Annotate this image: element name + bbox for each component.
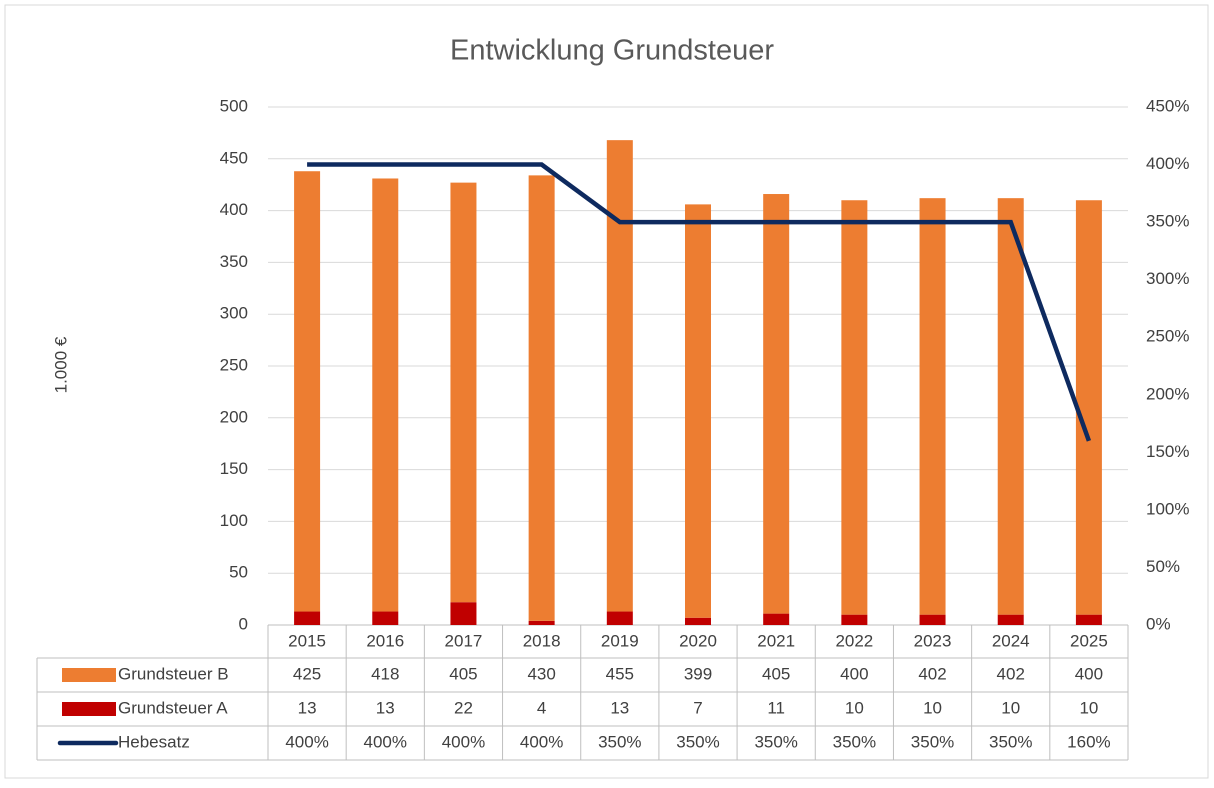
y-tick-label: 50 <box>229 563 248 582</box>
bar <box>841 614 868 625</box>
y-tick-label: 350 <box>220 252 248 271</box>
bar <box>685 204 711 618</box>
y-tick-label: 450 <box>220 148 248 167</box>
x-tick-label: 2022 <box>835 631 873 650</box>
table-value: 455 <box>606 664 634 683</box>
bar <box>606 140 633 612</box>
x-tick-label: 2015 <box>288 631 326 650</box>
table-value: 400 <box>840 664 868 683</box>
table-value: 402 <box>997 664 1025 683</box>
bar <box>1075 614 1102 625</box>
legend-label: Hebesatz <box>118 732 190 751</box>
y-tick-label: 250 <box>220 355 248 374</box>
table-value: 399 <box>684 664 712 683</box>
table-value: 402 <box>918 664 946 683</box>
bar <box>294 171 321 612</box>
bar <box>372 611 399 625</box>
x-tick-label: 2020 <box>679 631 717 650</box>
table-value: 22 <box>454 698 473 717</box>
y2-tick-label: 350% <box>1146 212 1189 231</box>
table-value: 13 <box>298 698 317 717</box>
table-value: 430 <box>527 664 555 683</box>
table-value: 350% <box>989 732 1032 751</box>
table-value: 4 <box>537 698 546 717</box>
bar <box>997 198 1024 615</box>
table-value: 400% <box>520 732 563 751</box>
table-value: 405 <box>762 664 790 683</box>
x-tick-label: 2016 <box>366 631 404 650</box>
y2-tick-label: 300% <box>1146 269 1189 288</box>
y-tick-label: 400 <box>220 200 248 219</box>
y2-tick-label: 50% <box>1146 557 1180 576</box>
table-value: 350% <box>911 732 954 751</box>
chart-title: Entwicklung Grundsteuer <box>450 35 774 67</box>
bar <box>450 182 477 603</box>
table-value: 405 <box>449 664 477 683</box>
y-tick-label: 100 <box>220 511 248 530</box>
table-value: 425 <box>293 664 321 683</box>
bar <box>685 617 711 625</box>
legend-key <box>62 702 116 716</box>
table-value: 10 <box>923 698 942 717</box>
y2-tick-label: 450% <box>1146 96 1189 115</box>
table-value: 13 <box>376 698 395 717</box>
table-value: 11 <box>767 698 785 717</box>
line-series <box>307 162 1092 442</box>
bar <box>528 620 555 625</box>
table-value: 7 <box>693 698 702 717</box>
bar <box>763 613 790 625</box>
x-tick-label: 2017 <box>445 631 483 650</box>
bar <box>919 614 946 625</box>
table-value: 400% <box>364 732 407 751</box>
x-tick-label: 2021 <box>757 631 795 650</box>
table-value: 350% <box>598 732 641 751</box>
x-tick-label: 2023 <box>914 631 952 650</box>
table-value: 350% <box>676 732 719 751</box>
table-value: 400% <box>285 732 328 751</box>
legend-label: Grundsteuer B <box>118 664 229 683</box>
bar <box>372 178 399 612</box>
y-axis-label: 1.000 € <box>51 336 70 393</box>
y2-tick-label: 0% <box>1146 614 1171 633</box>
x-tick-label: 2025 <box>1070 631 1108 650</box>
y2-tick-label: 100% <box>1146 499 1189 518</box>
table-value: 13 <box>610 698 629 717</box>
bar <box>763 194 790 614</box>
x-tick-label: 2018 <box>523 631 561 650</box>
y2-tick-label: 400% <box>1146 154 1189 173</box>
x-tick-label: 2024 <box>992 631 1030 650</box>
y-tick-label: 0 <box>239 614 248 633</box>
y2-tick-label: 150% <box>1146 442 1189 461</box>
table-value: 400 <box>1075 664 1103 683</box>
y-tick-label: 200 <box>220 407 248 426</box>
table-value: 160% <box>1067 732 1110 751</box>
table-value: 350% <box>833 732 876 751</box>
bar <box>528 175 555 621</box>
y2-tick-label: 250% <box>1146 327 1189 346</box>
table-value: 10 <box>845 698 864 717</box>
table-value: 10 <box>1079 698 1098 717</box>
bar <box>606 611 633 625</box>
bar <box>1075 200 1102 615</box>
y-tick-label: 300 <box>220 304 248 323</box>
bar <box>294 611 321 625</box>
chart-border <box>4 4 1209 779</box>
x-tick-label: 2019 <box>601 631 639 650</box>
y-tick-label: 500 <box>220 96 248 115</box>
bar <box>841 200 868 615</box>
bar <box>450 602 477 625</box>
table-value: 400% <box>442 732 485 751</box>
bar <box>919 198 946 615</box>
table-value: 418 <box>371 664 399 683</box>
bar <box>997 614 1024 625</box>
table-value: 350% <box>754 732 797 751</box>
table-value: 10 <box>1001 698 1020 717</box>
y-tick-label: 150 <box>220 459 248 478</box>
y2-tick-label: 200% <box>1146 384 1189 403</box>
legend-label: Grundsteuer A <box>118 698 228 717</box>
legend-key <box>62 668 116 682</box>
